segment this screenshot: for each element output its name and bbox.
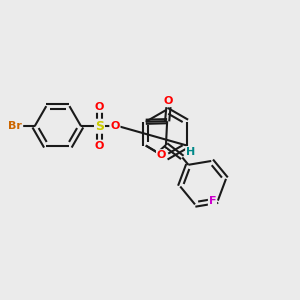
Text: H: H [186,147,195,157]
Text: O: O [95,102,104,112]
Text: O: O [95,140,104,151]
Text: S: S [95,120,104,133]
Text: Br: Br [8,121,22,131]
Text: O: O [110,121,120,131]
Text: F: F [209,196,216,206]
Text: O: O [164,96,173,106]
Text: O: O [157,150,166,160]
